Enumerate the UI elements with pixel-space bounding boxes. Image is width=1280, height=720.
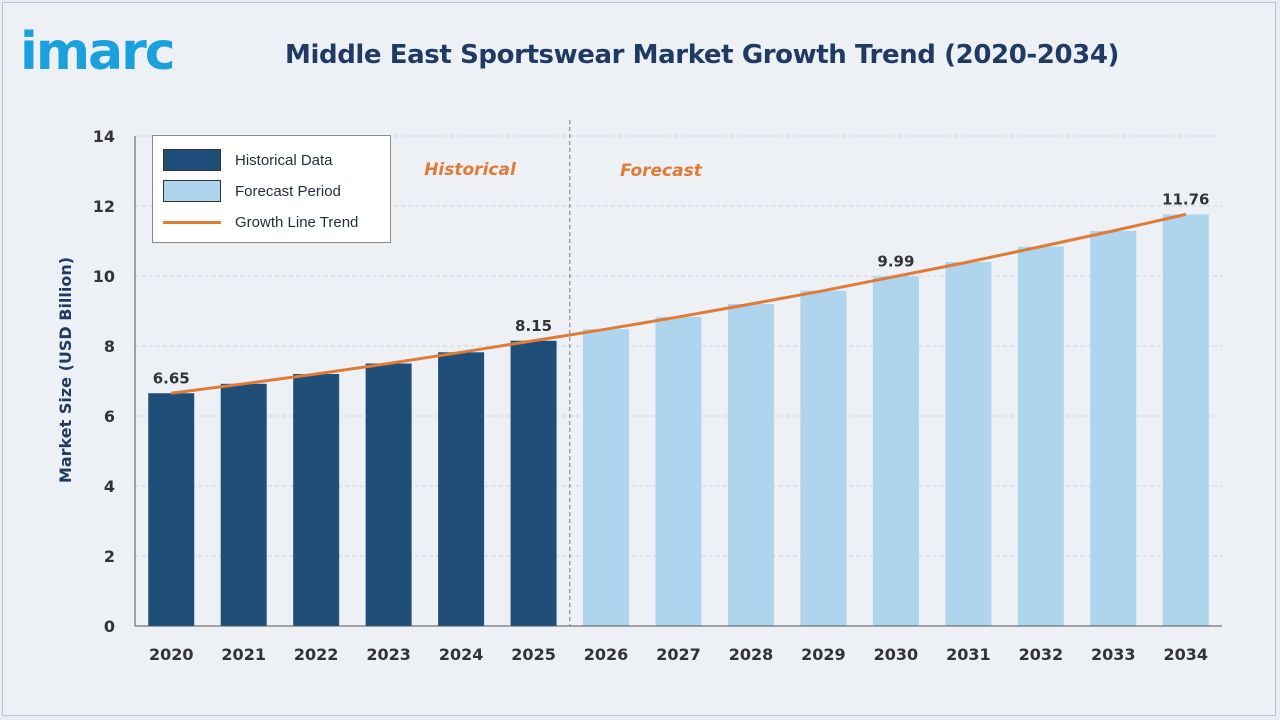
historical-bar-2023 <box>365 363 412 626</box>
historical-bar-2022 <box>293 374 340 626</box>
chart-title: Middle East Sportswear Market Growth Tre… <box>285 40 1120 70</box>
forecast-bar-2030 <box>872 276 919 626</box>
legend-item-historical: Historical Data <box>163 148 333 172</box>
x-tick-label: 2029 <box>801 645 846 664</box>
x-tick-label: 2027 <box>656 645 701 664</box>
legend-swatch-trend <box>163 220 221 224</box>
growth-trend-line <box>171 212 1187 395</box>
legend-item-forecast: Forecast Period <box>163 179 341 203</box>
legend-label-forecast: Forecast Period <box>235 182 341 200</box>
x-tick-label: 2024 <box>439 645 484 664</box>
data-label-2034: 11.76 <box>1162 190 1209 208</box>
data-label-2030: 9.99 <box>877 252 914 270</box>
x-tick-label: 2032 <box>1019 645 1064 664</box>
x-tick-label: 2023 <box>366 645 411 664</box>
forecast-bar-2034 <box>1162 214 1209 626</box>
legend: Historical Data Forecast Period Growth L… <box>152 135 391 243</box>
y-tick-label: 0 <box>104 617 115 636</box>
y-tick-label: 10 <box>93 267 115 286</box>
imarc-logo: imarc <box>20 22 176 82</box>
forecast-bar-2031 <box>945 262 992 626</box>
forecast-bar-2033 <box>1090 230 1137 626</box>
y-tick-label: 14 <box>93 127 115 146</box>
data-label-2020: 6.65 <box>153 369 190 387</box>
axes: 0 2 4 6 8 10 12 14 2020 2021 2022 2023 2024 2025 2026 2… <box>93 120 1222 664</box>
x-tick-label: 2022 <box>294 645 339 664</box>
x-tick-label: 2020 <box>149 645 194 664</box>
historical-bar-2020 <box>148 393 195 626</box>
x-tick-label: 2034 <box>1164 645 1209 664</box>
legend-label-trend: Growth Line Trend <box>235 213 359 231</box>
data-label-2025: 8.15 <box>515 317 552 335</box>
trend-line-layer <box>171 212 1187 395</box>
y-axis-label: Market Size (USD Billion) <box>56 257 75 483</box>
x-tick-label: 2026 <box>584 645 629 664</box>
y-tick-label: 4 <box>104 477 115 496</box>
legend-item-trend: Growth Line Trend <box>163 210 358 234</box>
x-tick-label: 2031 <box>946 645 991 664</box>
legend-swatch-historical <box>163 149 221 171</box>
historical-bar-2024 <box>438 352 485 626</box>
x-tick-label: 2028 <box>729 645 774 664</box>
forecast-bar-2032 <box>1017 246 1064 626</box>
forecast-bar-2029 <box>800 290 847 626</box>
historical-bar-2025 <box>510 340 557 626</box>
legend-swatch-forecast <box>163 180 221 202</box>
legend-label-historical: Historical Data <box>235 151 333 169</box>
data-labels: 6.65 8.15 9.99 11.76 <box>153 190 1210 387</box>
x-tick-label: 2025 <box>511 645 556 664</box>
historical-annotation: Historical <box>424 160 517 180</box>
x-tick-label: 2030 <box>874 645 919 664</box>
forecast-bar-2026 <box>583 329 630 626</box>
y-tick-label: 6 <box>104 407 115 426</box>
bars <box>148 214 1209 626</box>
y-tick-label: 8 <box>104 337 115 356</box>
forecast-annotation: Forecast <box>620 161 703 181</box>
historical-bar-2021 <box>220 383 267 626</box>
x-tick-label: 2033 <box>1091 645 1136 664</box>
x-tick-label: 2021 <box>221 645 266 664</box>
forecast-bar-2027 <box>655 316 702 626</box>
forecast-bar-2028 <box>727 304 774 626</box>
y-tick-label: 2 <box>104 547 115 566</box>
y-tick-label: 12 <box>93 197 115 216</box>
